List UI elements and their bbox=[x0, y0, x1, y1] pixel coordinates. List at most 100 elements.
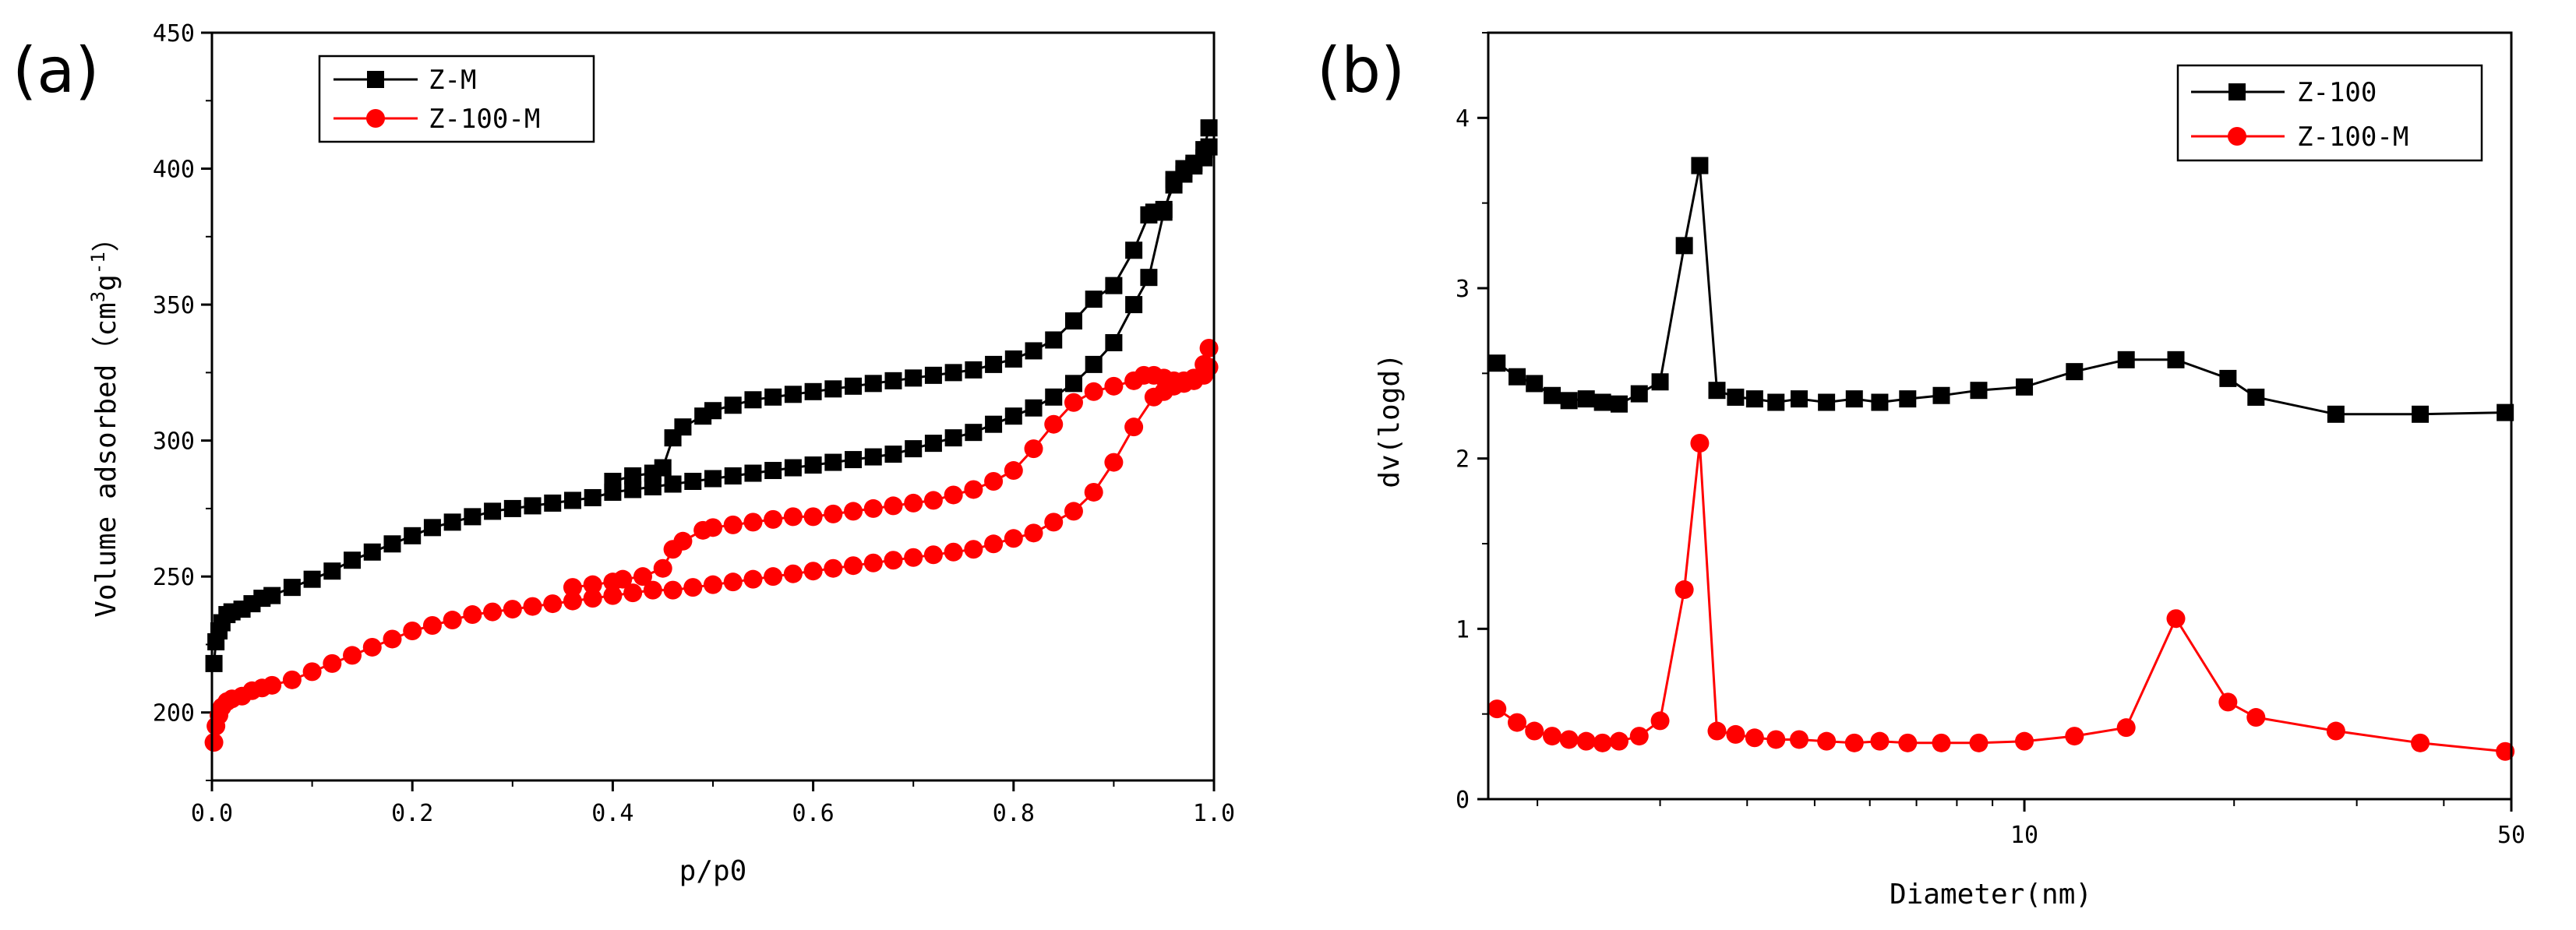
b-z-100-m-point bbox=[1745, 728, 1764, 748]
b-z-100-m-series bbox=[1487, 433, 2515, 761]
a-z-m-point bbox=[764, 462, 782, 480]
b-z-100-point bbox=[1932, 386, 1950, 404]
b-legend-label-z-100: Z-100 bbox=[2297, 77, 2377, 108]
a-z-100-m-point bbox=[1084, 382, 1103, 401]
a-z-100-m-point bbox=[663, 540, 683, 559]
b-z-100-point bbox=[1488, 354, 1506, 372]
b-y-tick-label: 3 bbox=[1456, 276, 1470, 303]
b-z-100-m-point bbox=[1508, 713, 1527, 732]
a-z-100-m-point bbox=[743, 513, 763, 532]
b-z-100-point bbox=[1593, 393, 1611, 411]
a-z-m-point bbox=[644, 464, 662, 482]
a-z-m-point bbox=[503, 499, 521, 517]
a-z-m-point bbox=[423, 519, 441, 537]
a-z-100-m-point bbox=[783, 507, 803, 527]
a-plot-frame bbox=[210, 31, 1216, 782]
a-z-100-m-point bbox=[653, 558, 672, 578]
b-legend-marker-z-100 bbox=[2228, 83, 2246, 100]
a-z-m-point bbox=[404, 527, 422, 544]
a-z-100-m-point bbox=[884, 551, 903, 570]
b-legend-marker-z-100-m bbox=[2228, 127, 2246, 146]
a-ticks: 0.0 0.2 0.4 0.6 0.8 1.0 200 250 300 350 400 450 bbox=[153, 20, 1235, 827]
a-y-tick-label: 200 bbox=[153, 700, 195, 727]
panel-b-letter: (b) bbox=[1317, 34, 1405, 107]
b-z-100-point bbox=[1651, 373, 1669, 391]
a-x-tick-label: 0.4 bbox=[591, 800, 633, 827]
b-legend-label-z-100-m: Z-100-M bbox=[2297, 122, 2408, 153]
a-z-m-point bbox=[464, 508, 482, 526]
a-z-100-m-point bbox=[383, 629, 402, 649]
b-z-100-m-point bbox=[1543, 727, 1562, 746]
svg-text:Volume adsorbed（cm3g-1）: Volume adsorbed（cm3g-1） bbox=[87, 224, 122, 618]
a-z-m-point bbox=[1140, 269, 1158, 287]
b-z-100-point bbox=[1691, 157, 1709, 174]
b-z-100-point bbox=[1790, 390, 1808, 408]
a-z-m-point bbox=[724, 396, 742, 414]
a-z-100-m-point bbox=[282, 670, 302, 689]
b-z-100-point bbox=[1630, 385, 1648, 403]
a-z-100-m-point bbox=[503, 600, 522, 619]
a-z-100-m-point bbox=[723, 515, 743, 534]
a-z-100-m-point bbox=[1044, 513, 1064, 532]
a-z-100-m-series bbox=[204, 338, 1219, 752]
a-z-100-m-point bbox=[422, 616, 442, 636]
a-x-tick-label: 0.2 bbox=[391, 800, 433, 827]
b-z-100-m-point bbox=[2065, 727, 2084, 746]
b-z-100-m-point bbox=[2246, 708, 2266, 727]
b-z-100-point bbox=[1509, 368, 1526, 386]
a-z-m-point bbox=[944, 364, 962, 382]
a-z-100-m-point bbox=[623, 583, 643, 603]
a-z-100-m-point bbox=[603, 572, 623, 592]
a-z-m-point bbox=[1064, 312, 1082, 330]
b-z-100-point bbox=[1560, 392, 1578, 410]
a-z-100-m-point bbox=[683, 578, 703, 597]
b-z-100-m-point bbox=[1650, 711, 1670, 731]
a-z-100-m-point bbox=[1194, 354, 1214, 374]
b-z-100-point bbox=[1899, 390, 1917, 408]
a-z-100-m-point bbox=[1124, 371, 1144, 390]
a-z-m-point bbox=[965, 424, 983, 442]
a-z-m-point bbox=[323, 562, 341, 580]
a-z-m-point bbox=[443, 513, 461, 531]
a-z-m-point bbox=[1045, 331, 1063, 349]
a-x-axis-label: p/p0 bbox=[679, 855, 747, 887]
a-z-m-point bbox=[965, 361, 983, 379]
a-z-m-point bbox=[804, 456, 822, 474]
a-z-m-point bbox=[1165, 176, 1183, 194]
b-z-100-m-point bbox=[1789, 730, 1808, 749]
a-z-100-m-point bbox=[944, 485, 963, 505]
a-z-m-point bbox=[1045, 388, 1063, 406]
a-z-100-m-point bbox=[984, 472, 1004, 491]
b-z-100-m-point bbox=[1898, 733, 1918, 752]
a-z-100-m-point bbox=[1064, 502, 1083, 521]
a-z-100-m-point bbox=[633, 567, 652, 587]
a-z-100-m-point bbox=[1064, 393, 1083, 412]
a-z-100-m-point bbox=[944, 542, 963, 562]
b-z-100-point bbox=[1871, 393, 1889, 411]
b-x-tick-label: 10 bbox=[2010, 822, 2038, 849]
a-z-m-point bbox=[1025, 342, 1043, 360]
a-z-100-m-point bbox=[803, 507, 823, 527]
b-z-100-m-point bbox=[1707, 721, 1727, 741]
b-z-100-point bbox=[1708, 382, 1726, 400]
b-z-100-m-point bbox=[1969, 733, 1988, 752]
b-y-tick-label: 4 bbox=[1456, 105, 1470, 132]
b-z-100-m-point bbox=[2326, 721, 2345, 741]
a-z-m-point bbox=[944, 429, 962, 447]
a-z-100-m-point bbox=[463, 605, 482, 625]
a-z-m-point bbox=[1140, 206, 1158, 224]
b-z-100-m-point bbox=[1609, 731, 1629, 751]
a-z-100-m-point bbox=[803, 562, 823, 581]
a-z-m-point bbox=[985, 355, 1003, 373]
a-z-100-m-point bbox=[884, 496, 903, 516]
b-z-100-m-point bbox=[1593, 733, 1612, 752]
b-z-100-point bbox=[1610, 395, 1628, 413]
b-z-100-m-point bbox=[1487, 699, 1507, 719]
b-z-100-point bbox=[1745, 390, 1763, 408]
a-z-m-point bbox=[524, 497, 542, 515]
a-z-100-m-point bbox=[1004, 529, 1023, 548]
b-z-100-point bbox=[2497, 403, 2514, 421]
a-z-m-point bbox=[884, 372, 902, 389]
a-z-m-point bbox=[484, 502, 502, 520]
a-legend: Z-M Z-100-M bbox=[318, 55, 595, 143]
